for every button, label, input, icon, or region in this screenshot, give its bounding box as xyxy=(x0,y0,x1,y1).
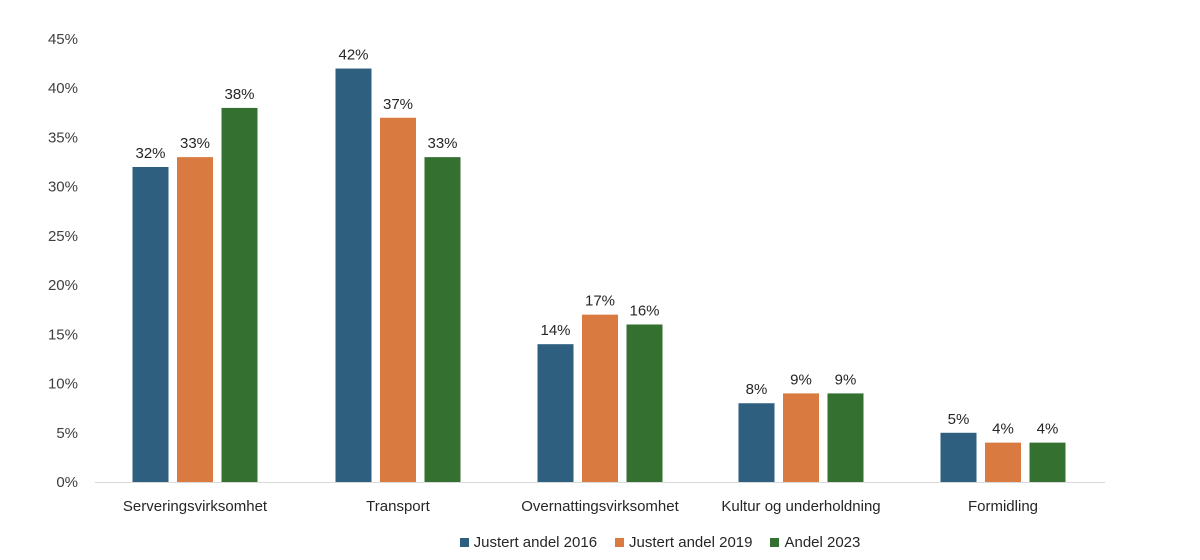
data-label: 33% xyxy=(427,135,457,152)
legend-label: Andel 2023 xyxy=(784,534,861,551)
y-tick-label: 5% xyxy=(56,425,78,442)
bar xyxy=(783,393,819,482)
category-label: Kultur og underholdning xyxy=(721,498,880,515)
data-label: 4% xyxy=(992,421,1014,438)
data-label: 8% xyxy=(746,381,768,398)
y-tick-label: 20% xyxy=(48,277,78,294)
bar xyxy=(132,166,169,482)
bar xyxy=(940,432,977,482)
data-label: 14% xyxy=(540,322,570,339)
legend-item: Justert andel 2019 xyxy=(615,534,752,551)
data-label: 16% xyxy=(629,302,659,319)
bar xyxy=(380,117,416,482)
data-label: 9% xyxy=(835,371,857,388)
y-tick-label: 45% xyxy=(48,31,78,48)
bar xyxy=(335,68,372,483)
legend: Justert andel 2016 Justert andel 2019 Ande… xyxy=(0,534,1200,551)
data-label: 32% xyxy=(135,145,165,162)
bar xyxy=(582,314,618,482)
data-label: 37% xyxy=(383,96,413,113)
legend-label: Justert andel 2019 xyxy=(629,534,753,551)
y-tick-label: 40% xyxy=(48,80,78,97)
y-tick-label: 10% xyxy=(48,376,78,393)
bar xyxy=(626,324,663,482)
category-label: Overnattingsvirksomhet xyxy=(521,498,679,515)
legend-swatch xyxy=(615,538,625,547)
data-label: 17% xyxy=(585,293,615,310)
bar xyxy=(424,157,461,482)
bar xyxy=(537,344,574,482)
y-tick-label: 30% xyxy=(48,179,78,196)
y-tick-label: 15% xyxy=(48,326,78,343)
y-tick-label: 35% xyxy=(48,129,78,146)
data-label: 42% xyxy=(338,47,368,64)
bar xyxy=(985,442,1021,482)
legend-item: Justert andel 2016 xyxy=(459,534,598,551)
data-label: 33% xyxy=(180,135,210,152)
data-label: 9% xyxy=(790,371,812,388)
bar xyxy=(827,393,864,482)
data-label: 5% xyxy=(948,411,970,428)
legend-swatch xyxy=(459,538,469,547)
category-label: Serveringsvirksomhet xyxy=(123,498,268,515)
bar xyxy=(738,403,775,482)
bar xyxy=(177,157,213,482)
data-label: 4% xyxy=(1037,421,1059,438)
legend-swatch xyxy=(770,538,780,547)
data-label: 38% xyxy=(224,86,254,103)
legend-label: Justert andel 2016 xyxy=(473,534,598,551)
y-tick-label: 25% xyxy=(48,228,78,245)
bar xyxy=(221,107,258,483)
legend-item: Andel 2023 xyxy=(770,534,860,551)
y-tick-label: 0% xyxy=(56,474,78,491)
category-label: Transport xyxy=(366,498,430,515)
bar xyxy=(1029,442,1066,482)
category-label: Formidling xyxy=(968,498,1038,515)
